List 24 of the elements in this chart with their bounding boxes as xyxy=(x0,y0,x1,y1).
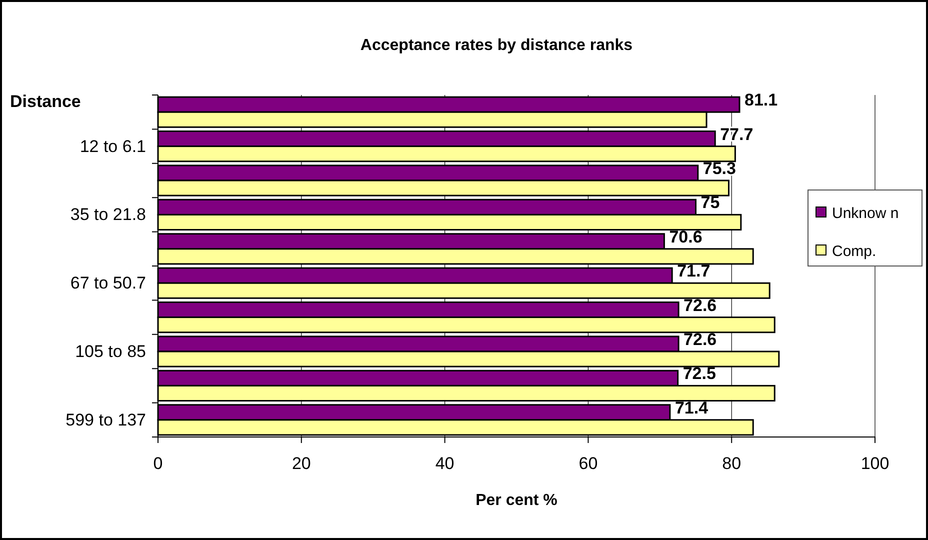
data-label: 75 xyxy=(700,193,720,212)
legend-label: Unknow n xyxy=(832,205,899,222)
y-tick-label: 12 to 6.1 xyxy=(80,136,146,156)
data-label: 71.4 xyxy=(674,398,709,418)
y-tick-label: 599 to 137 xyxy=(66,410,146,430)
data-label: 81.1 xyxy=(744,90,778,110)
data-label: 71.7 xyxy=(677,262,710,281)
legend-label: Comp. xyxy=(832,243,876,260)
x-tick-label: 80 xyxy=(722,454,742,474)
x-tick-label: 100 xyxy=(860,454,890,474)
x-tick-label: 0 xyxy=(153,454,163,474)
y-tick-label: 67 to 50.7 xyxy=(70,274,146,293)
data-label: 70.6 xyxy=(669,227,702,246)
x-tick-label: 60 xyxy=(578,454,598,474)
data-label: 72.6 xyxy=(684,296,717,315)
x-tick-label: 20 xyxy=(292,454,311,474)
data-label: 72.5 xyxy=(682,364,716,384)
y-tick-label: 105 to 85 xyxy=(75,342,146,361)
y-tick-label: 35 to 21.8 xyxy=(70,205,146,224)
data-label: 72.6 xyxy=(684,330,717,349)
x-axis-title: Per cent % xyxy=(476,492,558,509)
x-tick-label: 40 xyxy=(435,454,454,474)
chart-title: Acceptance rates by distance ranks xyxy=(360,37,633,54)
y-axis-title: Distance xyxy=(10,92,81,111)
